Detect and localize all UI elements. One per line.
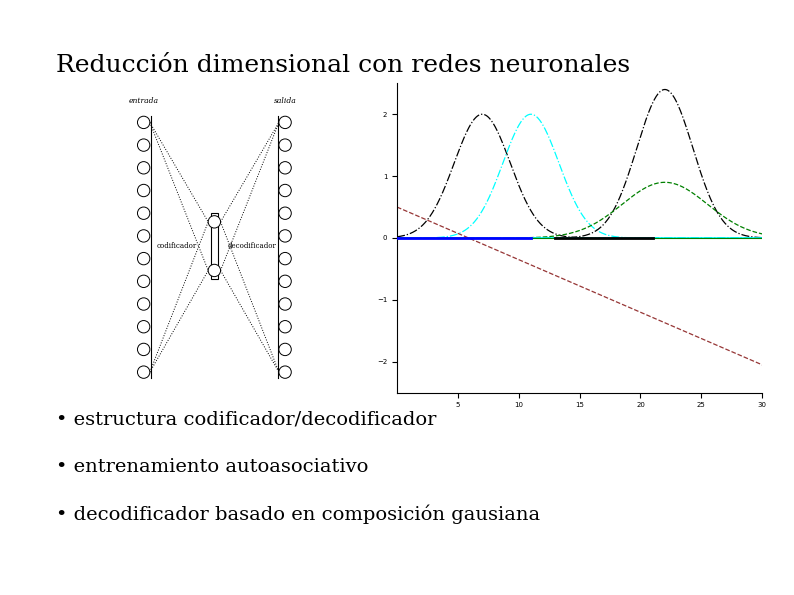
Text: • entrenamiento autoasociativo: • entrenamiento autoasociativo	[56, 458, 368, 476]
Circle shape	[279, 343, 291, 356]
Circle shape	[279, 139, 291, 151]
Circle shape	[279, 252, 291, 265]
Circle shape	[279, 230, 291, 242]
Text: decodificador: decodificador	[228, 242, 276, 250]
Circle shape	[137, 184, 150, 197]
Circle shape	[137, 207, 150, 220]
Circle shape	[279, 366, 291, 378]
Circle shape	[137, 366, 150, 378]
Circle shape	[137, 139, 150, 151]
Circle shape	[279, 184, 291, 197]
Circle shape	[137, 162, 150, 174]
Text: • decodificador basado en composición gausiana: • decodificador basado en composición ga…	[56, 505, 540, 524]
Text: codificador: codificador	[156, 242, 197, 250]
Circle shape	[137, 321, 150, 333]
Circle shape	[137, 275, 150, 287]
Text: salida: salida	[274, 96, 296, 105]
Circle shape	[279, 207, 291, 220]
Text: entrada: entrada	[129, 96, 159, 105]
Circle shape	[137, 343, 150, 356]
Bar	[210, 214, 218, 279]
Text: • estructura codificador/decodificador: • estructura codificador/decodificador	[56, 411, 436, 428]
Circle shape	[279, 116, 291, 129]
Circle shape	[137, 116, 150, 129]
Circle shape	[279, 162, 291, 174]
Text: Reducción dimensional con redes neuronales: Reducción dimensional con redes neuronal…	[56, 54, 630, 77]
Circle shape	[279, 275, 291, 287]
Circle shape	[137, 230, 150, 242]
Circle shape	[279, 298, 291, 310]
Circle shape	[279, 321, 291, 333]
Circle shape	[208, 215, 221, 228]
Circle shape	[137, 298, 150, 310]
Circle shape	[208, 264, 221, 277]
Circle shape	[137, 252, 150, 265]
